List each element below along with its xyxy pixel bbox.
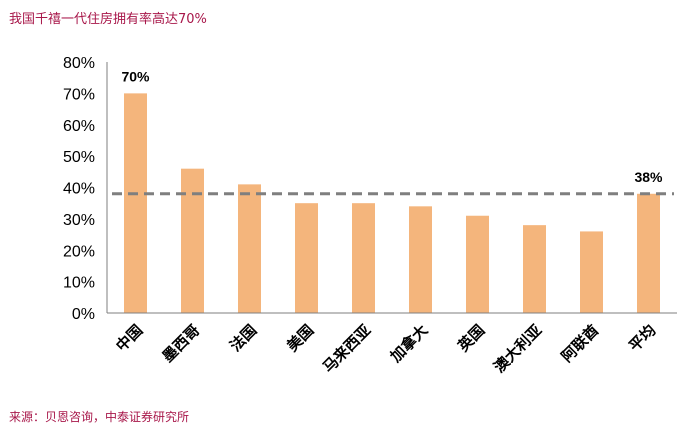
axes <box>106 62 677 314</box>
bar <box>295 203 318 313</box>
category-labels: 中国 墨西哥 法国 美国 马来西亚 加拿大 英国 澳大利亚 阿联酋 平均 <box>112 321 659 376</box>
category-label: 英国 <box>454 321 488 355</box>
y-tick-label: 60% <box>63 118 95 135</box>
y-tick-label: 70% <box>63 86 95 103</box>
bar <box>124 93 147 313</box>
bar <box>637 193 660 313</box>
y-tick-label: 40% <box>63 181 95 198</box>
data-labels: 70% 38% <box>121 68 663 184</box>
bar <box>580 231 603 313</box>
bar <box>523 225 546 313</box>
bar <box>181 168 204 313</box>
y-tick-label: 20% <box>63 243 95 260</box>
y-tick-label: 30% <box>63 212 95 229</box>
bars <box>124 93 660 313</box>
y-axis-ticks: 0% 10% 20% 30% 40% 50% 60% 70% 80% <box>63 55 95 323</box>
bar <box>352 203 375 313</box>
bar <box>238 184 261 313</box>
category-label: 美国 <box>283 321 317 355</box>
category-label: 平均 <box>625 321 659 355</box>
y-tick-label: 0% <box>72 306 95 323</box>
data-label: 70% <box>121 68 150 84</box>
category-label: 加拿大 <box>386 321 431 366</box>
bar <box>466 215 489 313</box>
y-tick-label: 50% <box>63 149 95 166</box>
chart-title: 我国千禧一代住房拥有率高达70% <box>9 12 207 27</box>
category-label: 澳大利亚 <box>490 321 545 376</box>
category-label: 中国 <box>112 321 146 355</box>
y-tick-label: 10% <box>63 275 95 292</box>
category-label: 墨西哥 <box>159 321 204 366</box>
category-label: 马来西亚 <box>319 321 374 376</box>
y-tick-label: 80% <box>63 55 95 72</box>
category-label: 阿联酋 <box>558 321 603 366</box>
category-label: 法国 <box>226 321 260 355</box>
bar <box>409 206 432 313</box>
data-label: 38% <box>634 169 663 185</box>
source-note: 来源：贝恩咨询，中泰证券研究所 <box>9 410 190 424</box>
